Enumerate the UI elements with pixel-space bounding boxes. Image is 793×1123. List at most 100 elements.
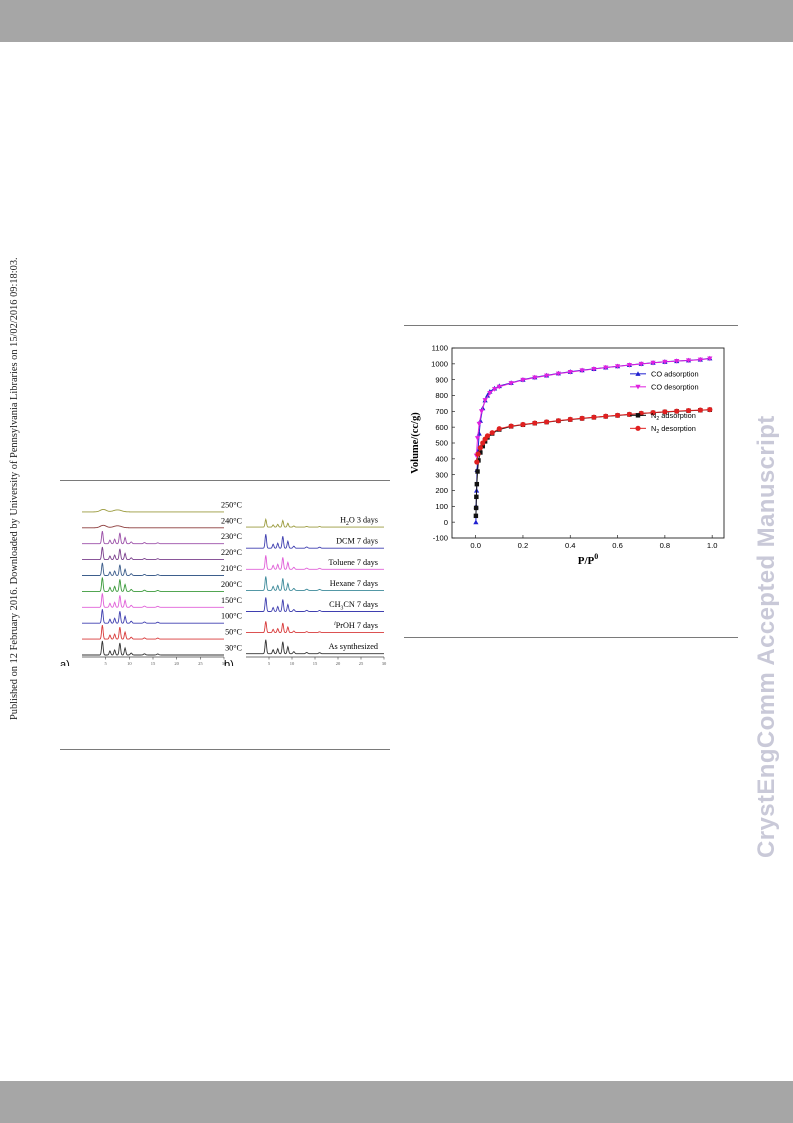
data-point [635, 425, 641, 431]
pxrd-pattern-line [82, 508, 224, 513]
panel-label: b) [224, 659, 234, 666]
pxrd-series-label: 240°C [221, 516, 243, 525]
x-tick-label: 15 [151, 661, 156, 666]
data-point [476, 421, 482, 427]
data-point [707, 406, 713, 413]
data-point [484, 392, 491, 398]
pxrd-pattern-line [82, 593, 224, 608]
x-tick-label: 30 [222, 661, 227, 666]
y-tick-label: 700 [435, 407, 448, 416]
y-tick-label: 800 [435, 391, 448, 400]
pxrd-panel-b: H2O 3 days DCM 7 days Toluene 7 days Hexane… [224, 516, 387, 666]
x-tick-label: 10 [127, 661, 132, 666]
pxrd-series-label: CH3CN 7 days [329, 600, 378, 611]
figure-top-rule [60, 480, 390, 481]
isotherm-plot: -100 0 100 200 300 400 500 600 700 800 900 1000 1100… [410, 344, 725, 567]
isotherm-chart: -100 0 100 200 300 400 500 600 700 800 900 1000 1100… [410, 344, 725, 567]
data-point [473, 519, 479, 525]
x-tick-label: 0.4 [565, 541, 576, 550]
data-point [474, 494, 479, 500]
data-point [473, 505, 479, 511]
data-point [591, 414, 597, 420]
data-point [626, 411, 632, 417]
pxrd-series-label: 230°C [221, 532, 243, 541]
y-axis-label: Volume/(cc/g) [410, 412, 421, 474]
pxrd-series-label: 50°C [225, 628, 242, 637]
data-point [685, 407, 692, 414]
x-tick-label: 25 [359, 661, 364, 666]
pxrd-pattern-line [246, 517, 384, 528]
y-tick-label: 900 [435, 375, 448, 384]
x-tick-label: 5 [105, 661, 108, 666]
data-point [478, 450, 483, 455]
pxrd-series-label: Toluene 7 days [329, 558, 378, 567]
data-point [496, 384, 502, 390]
data-point [477, 445, 483, 451]
pxrd-series-label: 220°C [221, 548, 243, 557]
pxrd-series-label: As synthesized [329, 642, 378, 651]
data-point [475, 451, 481, 457]
pxrd-series-label: DCM 7 days [336, 537, 378, 546]
panel-label: a) [60, 659, 70, 666]
x-tick-label: 0.0 [470, 541, 481, 550]
x-tick-label: 0.8 [660, 541, 671, 550]
data-point [662, 359, 668, 365]
pxrd-series-label: 200°C [221, 580, 243, 589]
y-tick-label: 400 [435, 454, 448, 463]
data-point [603, 365, 609, 371]
x-tick-label: 20 [174, 661, 179, 666]
data-point [626, 363, 632, 368]
pxrd-pattern-line [246, 639, 384, 655]
y-tick-label: 100 [435, 502, 448, 511]
data-point [603, 413, 609, 419]
pxrd-series-label: 150°C [221, 596, 243, 605]
x-tick-label: 25 [198, 661, 203, 666]
data-point [650, 410, 656, 416]
figure-bottom-rule [60, 749, 390, 750]
data-point [635, 413, 641, 418]
data-point [484, 433, 491, 439]
data-point [474, 459, 480, 465]
x-tick-label: 0.6 [612, 541, 623, 550]
pxrd-pattern-line [82, 546, 224, 561]
x-tick-label: 15 [313, 661, 318, 666]
legend-label: N2 adsorption [651, 411, 696, 422]
data-point [496, 426, 502, 432]
pxrd-series-label: H2O 3 days [340, 516, 378, 527]
data-point [638, 361, 644, 367]
data-point [508, 423, 514, 429]
data-point [614, 364, 621, 369]
data-point [532, 420, 538, 426]
y-tick-label: 0 [444, 518, 448, 527]
data-point [614, 412, 621, 418]
data-point [674, 408, 680, 414]
data-point [567, 369, 573, 375]
data-point [579, 368, 585, 374]
data-point [674, 359, 680, 364]
y-tick-label: -100 [433, 534, 448, 543]
pxrd-pattern-line [82, 562, 224, 576]
data-point [544, 419, 550, 425]
data-point [544, 373, 550, 379]
data-point [482, 398, 488, 403]
pxrd-pattern-line [246, 621, 384, 634]
data-point [491, 387, 498, 392]
data-point [473, 513, 479, 519]
y-tick-label: 600 [435, 423, 448, 432]
data-point [635, 371, 641, 376]
pxrd-pattern-line [82, 531, 224, 545]
y-tick-label: 500 [435, 439, 448, 448]
data-point [685, 358, 692, 364]
data-point [532, 375, 538, 381]
data-point [475, 469, 480, 474]
data-point [650, 360, 656, 366]
data-point [489, 430, 495, 436]
pxrd-pattern-line [82, 577, 224, 592]
data-point [477, 418, 483, 423]
pxrd-panel-a: 250°C 240°C 230°C 220°C 210°C 200°C 150°C 100°C… [60, 500, 243, 666]
x-tick-label: 10 [290, 661, 295, 666]
publication-note: Published on 12 February 2016. Downloade… [9, 257, 20, 720]
data-point [480, 443, 485, 449]
legend-label: CO adsorption [651, 369, 699, 378]
data-point [591, 366, 597, 372]
